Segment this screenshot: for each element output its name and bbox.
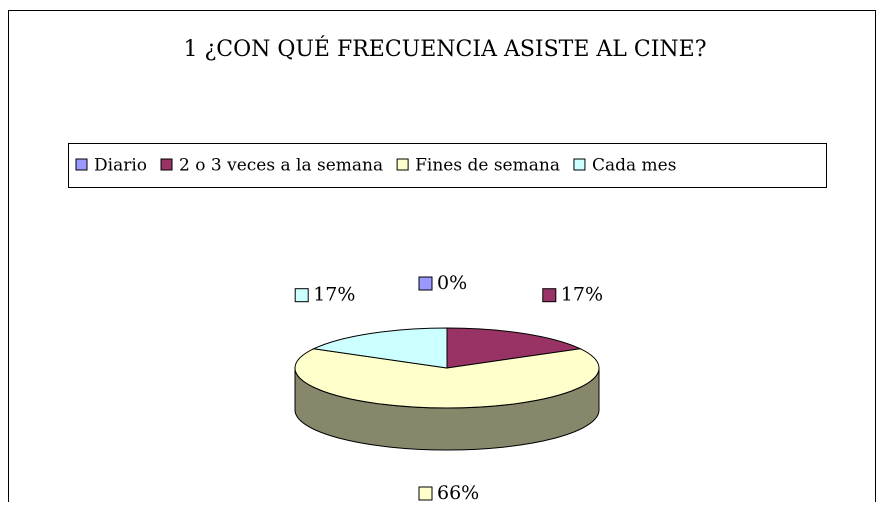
data-label-swatch [418, 486, 433, 501]
data-label: 66% [437, 482, 479, 502]
legend-swatch [396, 158, 409, 171]
pie-slice [294, 348, 600, 409]
data-label-swatch [542, 288, 557, 303]
legend-label: 2 o 3 veces a la semana [179, 156, 383, 176]
legend-swatch [573, 158, 586, 171]
legend-box [68, 143, 827, 188]
pie-slice [446, 327, 582, 369]
data-label: 0% [437, 272, 467, 294]
legend-swatch [75, 158, 88, 171]
legend-label: Diario [94, 156, 147, 176]
pie-slice [312, 327, 448, 369]
legend-label: Fines de semana [415, 156, 560, 176]
data-label-swatch [418, 276, 433, 291]
data-label-swatch [294, 288, 309, 303]
data-label: 17% [313, 284, 355, 306]
legend-label: Cada mes [592, 156, 676, 176]
legend-swatch [160, 158, 173, 171]
data-label: 17% [561, 284, 603, 306]
chart-title: 1 ¿CON QUÉ FRECUENCIA ASISTE AL CINE? [183, 35, 706, 62]
